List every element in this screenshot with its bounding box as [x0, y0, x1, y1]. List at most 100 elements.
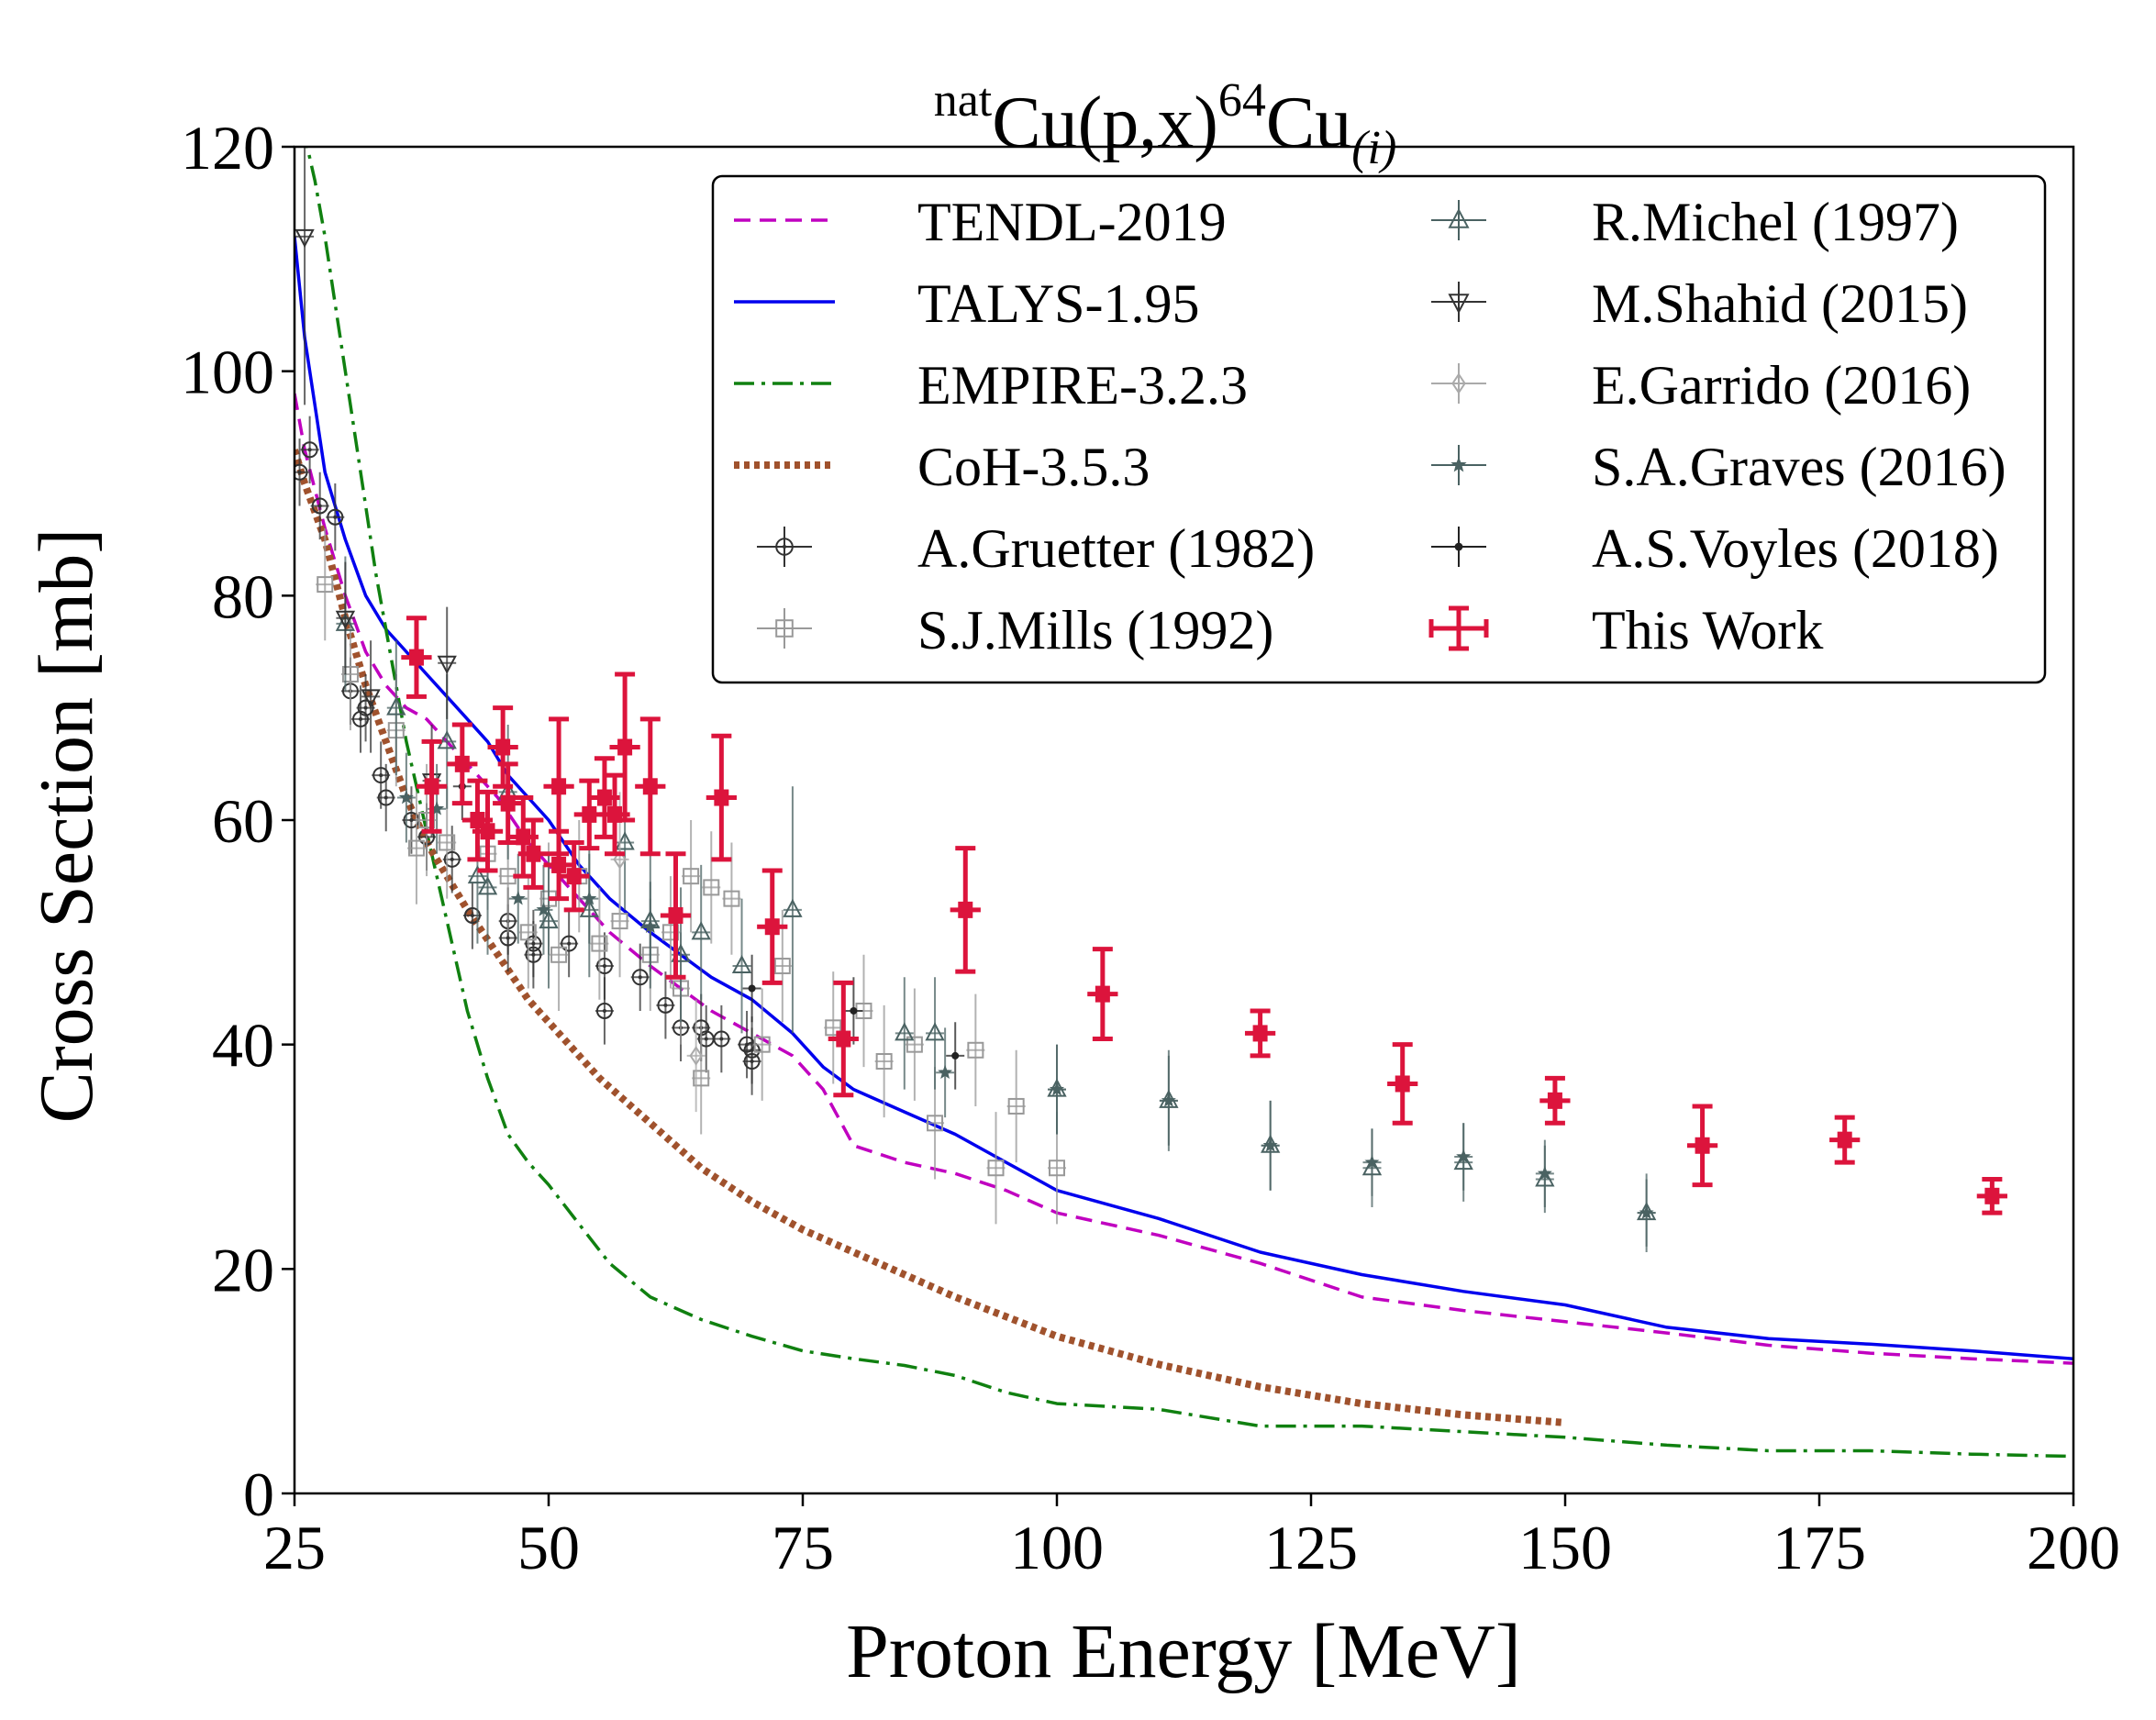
legend-label: TALYS-1.95 — [917, 273, 1200, 334]
data-point — [376, 763, 395, 832]
data-point — [824, 971, 843, 1084]
data-point — [493, 761, 524, 845]
marker-filled-square — [668, 906, 683, 924]
legend-item: S.J.Mills (1992) — [757, 600, 1273, 660]
marker-filled-square — [454, 755, 470, 772]
marker-circle — [525, 946, 542, 963]
marker-square — [906, 1036, 923, 1053]
marker-filled-square — [566, 868, 582, 885]
marker-center-dot — [307, 448, 312, 452]
y-axis-label: Cross Section [mb] — [24, 528, 109, 1124]
marker-square — [693, 1070, 710, 1087]
marker-square — [773, 958, 791, 975]
data-point — [442, 826, 461, 893]
marker-circle — [463, 906, 481, 924]
data-point — [712, 1004, 731, 1073]
marker-filled-square — [764, 918, 780, 936]
x-tick-label: 200 — [2027, 1513, 2120, 1582]
data-points — [294, 147, 2007, 1252]
marker-filled-square — [495, 738, 511, 756]
marker-filled-square — [551, 778, 567, 795]
data-point — [950, 846, 981, 974]
marker-triangle-up — [895, 1022, 915, 1041]
marker-center-dot — [663, 1003, 668, 1007]
marker-center-dot — [531, 952, 536, 957]
marker-filled-square — [424, 778, 439, 795]
data-point — [742, 954, 761, 1023]
data-point — [300, 416, 319, 483]
x-tick-label: 75 — [772, 1513, 834, 1582]
curve-coh-3-5-3 — [294, 449, 1566, 1426]
marker-triangle-up — [925, 1022, 945, 1041]
data-point — [895, 977, 915, 1090]
marker-filled-square — [642, 778, 658, 795]
data-point — [966, 993, 985, 1106]
title-sub: (i) — [1351, 122, 1396, 174]
marker-circle — [743, 1041, 761, 1059]
data-point — [635, 716, 666, 857]
legend-label: S.A.Graves (2016) — [1592, 437, 2006, 497]
marker-filled-square — [582, 805, 597, 823]
marker-square — [1007, 1097, 1025, 1115]
marker-diamond — [613, 849, 627, 870]
marker-circle — [713, 1030, 730, 1048]
data-point — [294, 438, 309, 506]
data-point — [559, 839, 590, 913]
data-point — [702, 831, 721, 944]
marker-center-dot — [470, 913, 474, 917]
x-axis-ticks: 25 50 75 100 125 150 175 200 — [263, 1493, 2120, 1582]
data-point — [340, 617, 360, 731]
y-tick-label: 120 — [181, 113, 274, 183]
data-point — [595, 977, 614, 1045]
marker-triangle-up — [437, 730, 457, 749]
curve-empire-3-2-3 — [306, 147, 2073, 1459]
y-tick-label: 80 — [212, 561, 274, 631]
y-tick-label: 0 — [243, 1459, 274, 1529]
model-curves — [294, 147, 2073, 1459]
legend-label: TENDL-2019 — [917, 192, 1227, 252]
x-tick-label: 50 — [517, 1513, 580, 1582]
series-this-work — [401, 616, 2007, 1215]
data-point — [396, 752, 416, 843]
marker-square — [341, 665, 359, 682]
data-point — [447, 722, 478, 806]
marker-filled-square — [500, 794, 516, 812]
data-point — [1829, 1115, 1861, 1165]
data-point — [731, 898, 752, 1034]
marker-circle — [595, 1002, 613, 1019]
legend-label: CoH-3.5.3 — [917, 437, 1150, 497]
y-tick-label: 60 — [212, 786, 274, 856]
data-point — [722, 842, 741, 955]
marker-center-dot — [750, 1048, 754, 1052]
marker-triangle-up — [539, 909, 559, 929]
marker-triangle-up — [615, 831, 635, 850]
marker-circle — [357, 699, 374, 716]
legend-item: M.Shahid (2015) — [1431, 273, 1968, 334]
data-point — [560, 909, 579, 978]
marker-center-dot — [450, 857, 454, 861]
marker-square — [703, 879, 720, 896]
data-point — [310, 472, 329, 540]
legend-item: S.A.Graves (2016) — [1431, 437, 2006, 497]
data-point — [580, 853, 599, 944]
marker-circle — [372, 767, 390, 784]
data-point — [874, 1004, 894, 1118]
data-point — [316, 527, 335, 641]
data-point — [508, 853, 528, 944]
data-point — [487, 705, 518, 789]
marker-center-dot — [602, 964, 606, 969]
marker-circle — [657, 996, 674, 1014]
data-point — [1159, 1055, 1178, 1146]
marker-square — [927, 1115, 944, 1132]
legend-label: R.Michel (1997) — [1592, 192, 1959, 252]
marker-star — [1639, 1204, 1654, 1219]
marker-diamond — [1451, 372, 1466, 394]
y-tick-label: 20 — [212, 1235, 274, 1304]
marker-center-dot — [383, 795, 388, 800]
data-point — [1686, 1104, 1718, 1188]
marker-filled-square — [1547, 1092, 1562, 1109]
marker-triangle-up — [1448, 207, 1470, 228]
data-point — [590, 887, 609, 1000]
marker-filled-square — [408, 649, 424, 666]
